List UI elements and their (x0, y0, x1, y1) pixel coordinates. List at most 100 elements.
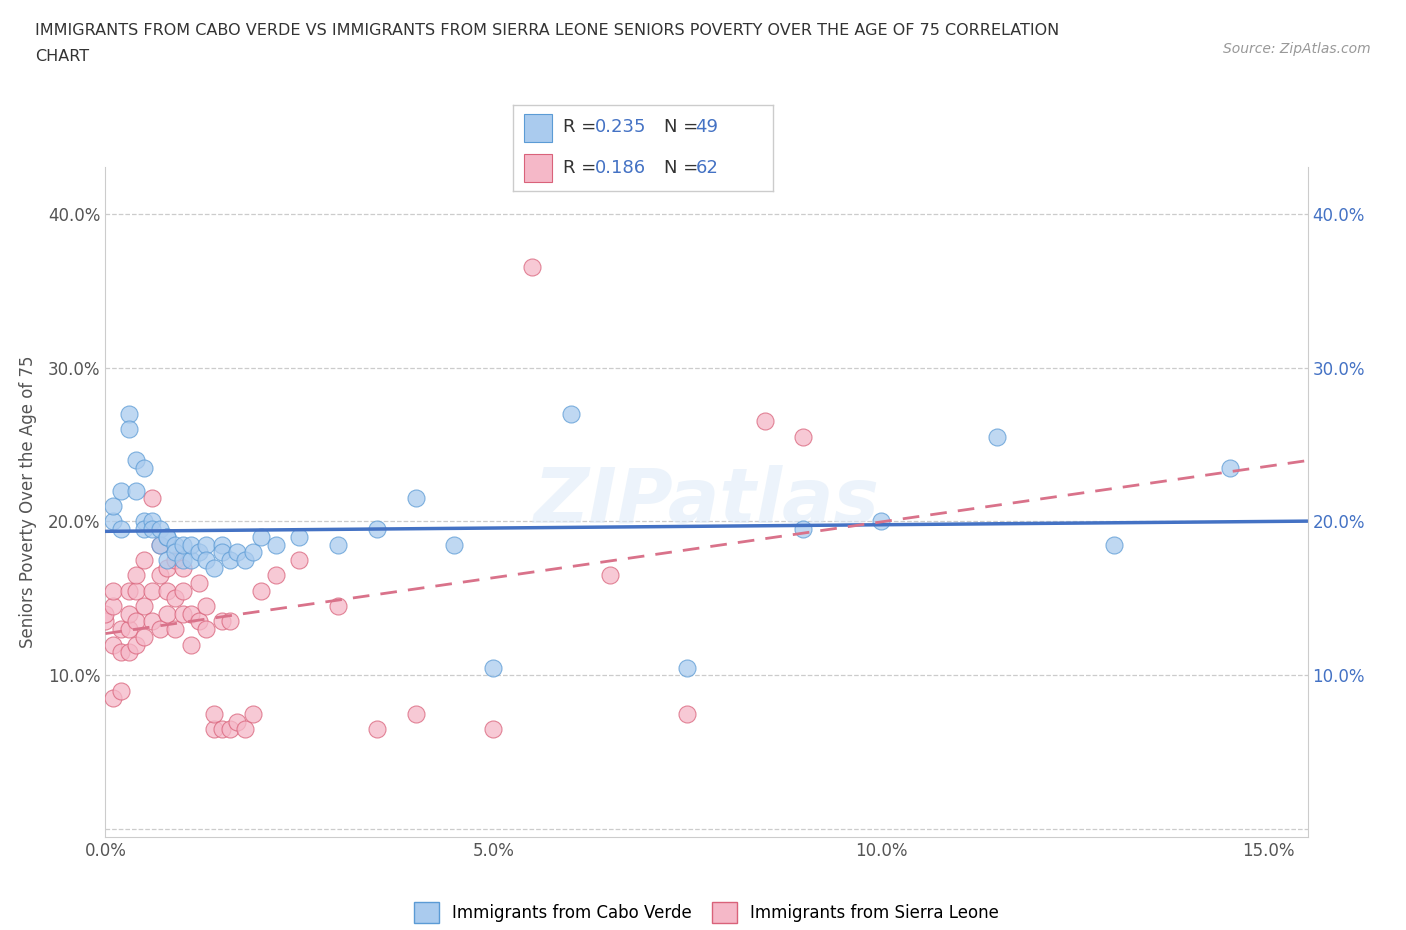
Point (226, 714, 249, 729)
Point (443, 538, 465, 552)
Point (165, 538, 187, 552)
Point (180, 606, 202, 621)
Point (520, 260, 543, 275)
Point (249, 583, 271, 598)
Point (103, 514, 125, 529)
Point (156, 529, 179, 544)
Point (242, 707, 264, 722)
Point (134, 522, 156, 537)
Point (149, 522, 172, 537)
Point (165, 552, 187, 567)
Point (599, 568, 621, 583)
Point (94, 606, 117, 621)
Point (103, 599, 125, 614)
Text: ZIPatlas: ZIPatlas (533, 465, 880, 539)
Point (226, 545, 249, 560)
Point (118, 406, 141, 421)
Point (986, 430, 1008, 445)
Point (172, 560, 194, 575)
Point (754, 414, 776, 429)
Point (149, 622, 172, 637)
Point (125, 637, 148, 652)
Point (110, 684, 132, 698)
Point (125, 614, 148, 629)
Bar (523, 113, 553, 142)
Point (288, 529, 311, 544)
Point (218, 722, 240, 737)
Point (156, 552, 179, 567)
Point (172, 538, 194, 552)
Point (94, 614, 117, 629)
Point (141, 522, 163, 537)
Point (149, 568, 172, 583)
Text: N =: N = (664, 118, 704, 137)
Point (180, 538, 202, 552)
Text: 0.186: 0.186 (595, 158, 647, 177)
Point (195, 622, 218, 637)
Point (125, 583, 148, 598)
Point (118, 622, 141, 637)
Point (165, 591, 187, 605)
Point (141, 583, 163, 598)
Point (125, 568, 148, 583)
Point (110, 522, 132, 537)
Text: CHART: CHART (35, 49, 89, 64)
Point (1219, 460, 1241, 475)
Point (134, 460, 156, 475)
Point (141, 614, 163, 629)
Text: 49: 49 (696, 118, 718, 137)
Point (110, 622, 132, 637)
Point (211, 545, 233, 560)
Point (202, 560, 225, 575)
Point (676, 707, 699, 722)
Point (211, 614, 233, 629)
Point (125, 452, 148, 467)
Point (134, 552, 156, 567)
Point (141, 491, 163, 506)
Point (249, 529, 271, 544)
Point (482, 722, 505, 737)
Point (110, 644, 132, 659)
Point (118, 583, 141, 598)
Text: Source: ZipAtlas.com: Source: ZipAtlas.com (1223, 42, 1371, 56)
Y-axis label: Seniors Poverty Over the Age of 75: Seniors Poverty Over the Age of 75 (18, 356, 37, 648)
Point (405, 707, 427, 722)
Point (118, 644, 141, 659)
Point (195, 599, 218, 614)
Point (118, 606, 141, 621)
Point (366, 722, 388, 737)
Point (218, 614, 240, 629)
Text: R =: R = (562, 118, 602, 137)
Text: 0.235: 0.235 (595, 118, 647, 137)
Point (149, 538, 172, 552)
Point (870, 514, 893, 529)
Text: IMMIGRANTS FROM CABO VERDE VS IMMIGRANTS FROM SIERRA LEONE SENIORS POVERTY OVER : IMMIGRANTS FROM CABO VERDE VS IMMIGRANTS… (35, 23, 1059, 38)
Point (187, 614, 209, 629)
Point (180, 552, 202, 567)
Point (233, 722, 256, 737)
Point (211, 722, 233, 737)
Point (202, 707, 225, 722)
Point (134, 514, 156, 529)
Point (676, 660, 699, 675)
Text: 62: 62 (696, 158, 718, 177)
Point (405, 491, 427, 506)
Point (110, 484, 132, 498)
Point (149, 538, 172, 552)
Point (156, 606, 179, 621)
Point (103, 637, 125, 652)
Point (172, 583, 194, 598)
Point (103, 498, 125, 513)
Point (103, 691, 125, 706)
Point (326, 599, 349, 614)
Point (233, 552, 256, 567)
Point (195, 538, 218, 552)
Point (187, 545, 209, 560)
Point (165, 545, 187, 560)
Point (482, 660, 505, 675)
Point (264, 568, 287, 583)
Point (141, 514, 163, 529)
Point (134, 599, 156, 614)
Point (156, 560, 179, 575)
Point (180, 637, 202, 652)
